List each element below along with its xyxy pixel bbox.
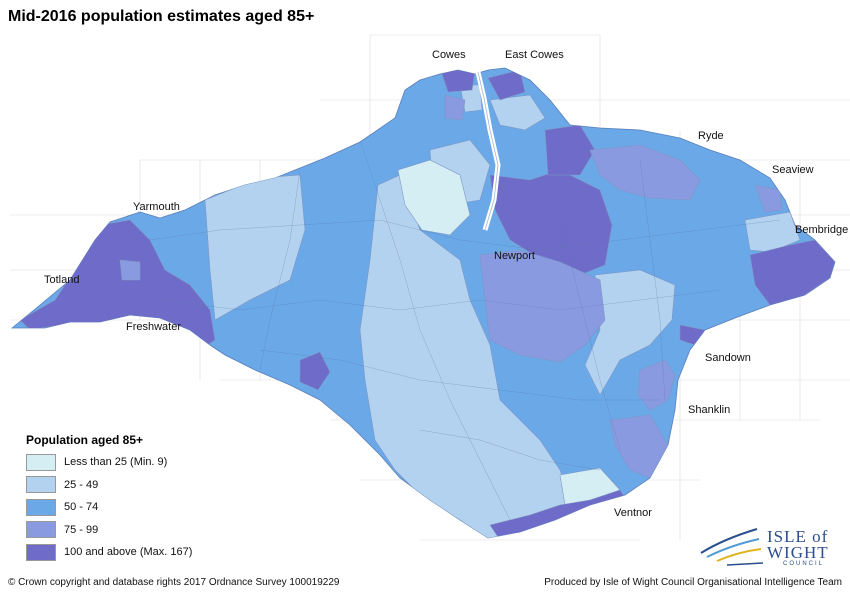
place-labels: Cowes East Cowes Ryde Seaview Yarmouth B… <box>44 49 848 519</box>
logo-line-3: COUNCIL <box>783 561 825 567</box>
legend-swatch <box>26 521 56 539</box>
legend-label: 100 and above (Max. 167) <box>64 546 193 559</box>
place-label-cowes: Cowes <box>432 49 466 61</box>
place-label-bembridge: Bembridge <box>795 224 848 236</box>
legend-item: 50 - 74 <box>26 496 192 519</box>
place-label-yarmouth: Yarmouth <box>133 201 180 213</box>
copyright-notice: © Crown copyright and database rights 20… <box>8 577 340 588</box>
logo-swoosh-icon <box>700 528 764 566</box>
place-label-seaview: Seaview <box>772 164 814 176</box>
legend-swatch <box>26 543 56 561</box>
legend-item: 25 - 49 <box>26 474 192 497</box>
council-logo: ISLE of WIGHT COUNCIL <box>697 523 845 571</box>
island-regions <box>10 67 836 539</box>
place-label-newport: Newport <box>494 250 535 262</box>
legend-swatch <box>26 476 56 494</box>
place-label-sandown: Sandown <box>705 352 751 364</box>
place-label-freshwater: Freshwater <box>126 321 181 333</box>
legend-label: 25 - 49 <box>64 478 99 491</box>
place-label-ventnor: Ventnor <box>614 507 652 519</box>
credit-notice: Produced by Isle of Wight Council Organi… <box>544 577 842 588</box>
legend-item: 75 - 99 <box>26 519 192 542</box>
legend-item: 100 and above (Max. 167) <box>26 541 192 564</box>
legend-label: 75 - 99 <box>64 523 99 536</box>
place-label-east-cowes: East Cowes <box>505 49 564 61</box>
legend-label: Less than 25 (Min. 9) <box>64 456 168 469</box>
legend-label: 50 - 74 <box>64 501 99 514</box>
map-title: Mid-2016 population estimates aged 85+ <box>8 8 315 25</box>
place-label-shanklin: Shanklin <box>688 404 730 416</box>
legend-item: Less than 25 (Min. 9) <box>26 451 192 474</box>
legend-items: Less than 25 (Min. 9) 25 - 49 50 - 74 75 - … <box>26 451 192 564</box>
legend-swatch <box>26 453 56 471</box>
map-legend: Population aged 85+ Less than 25 (Min. 9… <box>26 433 192 564</box>
logo-line-1: ISLE of <box>767 527 829 546</box>
legend-title: Population aged 85+ <box>26 433 144 447</box>
logo-line-2: WIGHT <box>767 543 829 562</box>
place-label-totland: Totland <box>44 274 79 286</box>
legend-swatch <box>26 498 56 516</box>
place-label-ryde: Ryde <box>698 130 724 142</box>
